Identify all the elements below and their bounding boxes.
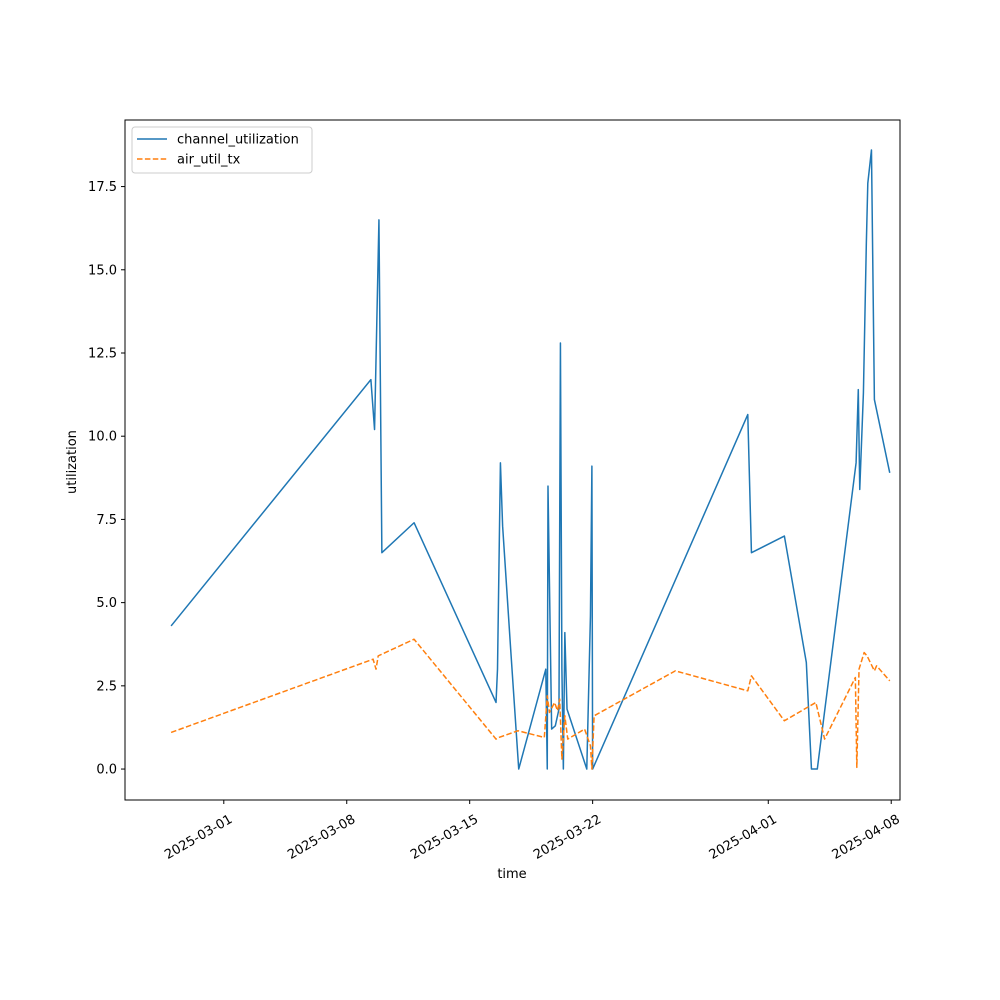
plot-content (170, 149, 891, 770)
y-tick-label: 7.5 (96, 513, 117, 528)
x-axis-label: time (497, 867, 526, 882)
legend-label-air-util-tx: air_util_tx (177, 153, 241, 168)
y-tick-label: 2.5 (96, 679, 117, 694)
y-tick-label: 12.5 (88, 346, 117, 361)
y-axis: 0.0 2.5 5.0 7.5 10.0 12.5 15.0 17.5 (88, 180, 125, 778)
series-line-channel-utilization (170, 149, 891, 770)
y-tick-label: 5.0 (96, 596, 117, 611)
y-tick-label: 10.0 (88, 430, 117, 445)
y-tick-label: 0.0 (96, 763, 117, 778)
y-tick-label: 17.5 (88, 180, 117, 195)
plot-frame (124, 119, 901, 801)
y-axis-label: utilization (65, 430, 80, 494)
y-tick-label: 15.0 (88, 263, 117, 278)
legend: channel_utilization air_util_tx (131, 126, 313, 174)
legend-label-channel-utilization: channel_utilization (177, 133, 299, 148)
legend-box (131, 126, 313, 174)
